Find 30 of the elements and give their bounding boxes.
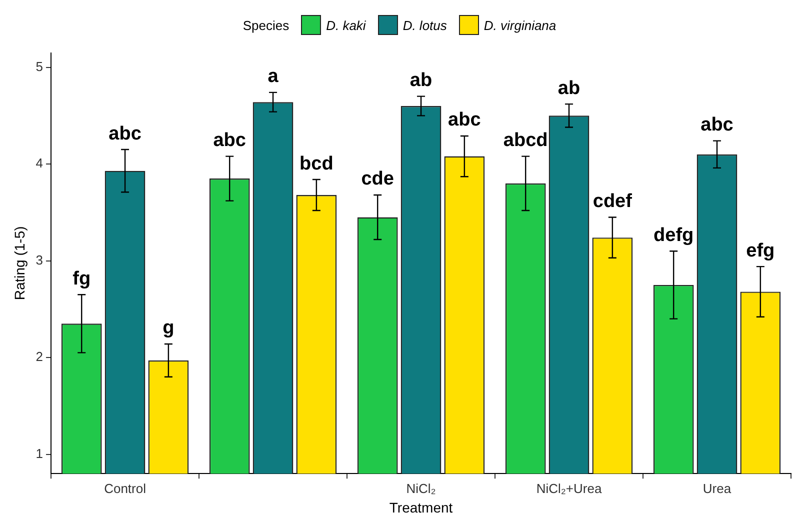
legend-label: D. lotus	[402, 18, 447, 32]
data-label: g	[162, 318, 174, 339]
data-label: fg	[72, 268, 91, 290]
x-tick-label: Control	[104, 480, 146, 496]
x-tick-label: Urea	[702, 480, 732, 496]
y-axis-title: Rating (1-5)	[11, 226, 28, 300]
y-tick-label: 2	[36, 349, 44, 364]
data-label: abcd	[503, 130, 548, 152]
legend-label: D. kaki	[326, 18, 366, 32]
x-tick-label: NiCl₂+Urea	[536, 480, 602, 496]
data-label: abc	[213, 130, 246, 152]
data-label: a	[268, 66, 279, 88]
data-label: bcd	[300, 153, 334, 174]
x-axis-title: Treatment	[389, 499, 453, 516]
data-label: abc	[108, 123, 142, 144]
y-tick-label: 5	[36, 58, 44, 74]
x-tick-label: NiCl₂	[406, 480, 436, 496]
data-label: cdef	[592, 190, 633, 212]
data-label: abc	[700, 114, 734, 136]
data-label: ab	[558, 78, 580, 99]
y-tick-label: 3	[36, 252, 44, 268]
data-label: defg	[654, 224, 694, 246]
legend-label: D. virginiana	[484, 18, 556, 32]
data-label: cde	[361, 168, 394, 190]
data-label: efg	[746, 240, 775, 262]
y-tick-label: 4	[36, 156, 44, 171]
data-label: abc	[448, 110, 482, 131]
data-label: ab	[410, 70, 432, 92]
y-tick-label: 1	[36, 446, 44, 461]
legend-title: Species	[242, 18, 290, 32]
